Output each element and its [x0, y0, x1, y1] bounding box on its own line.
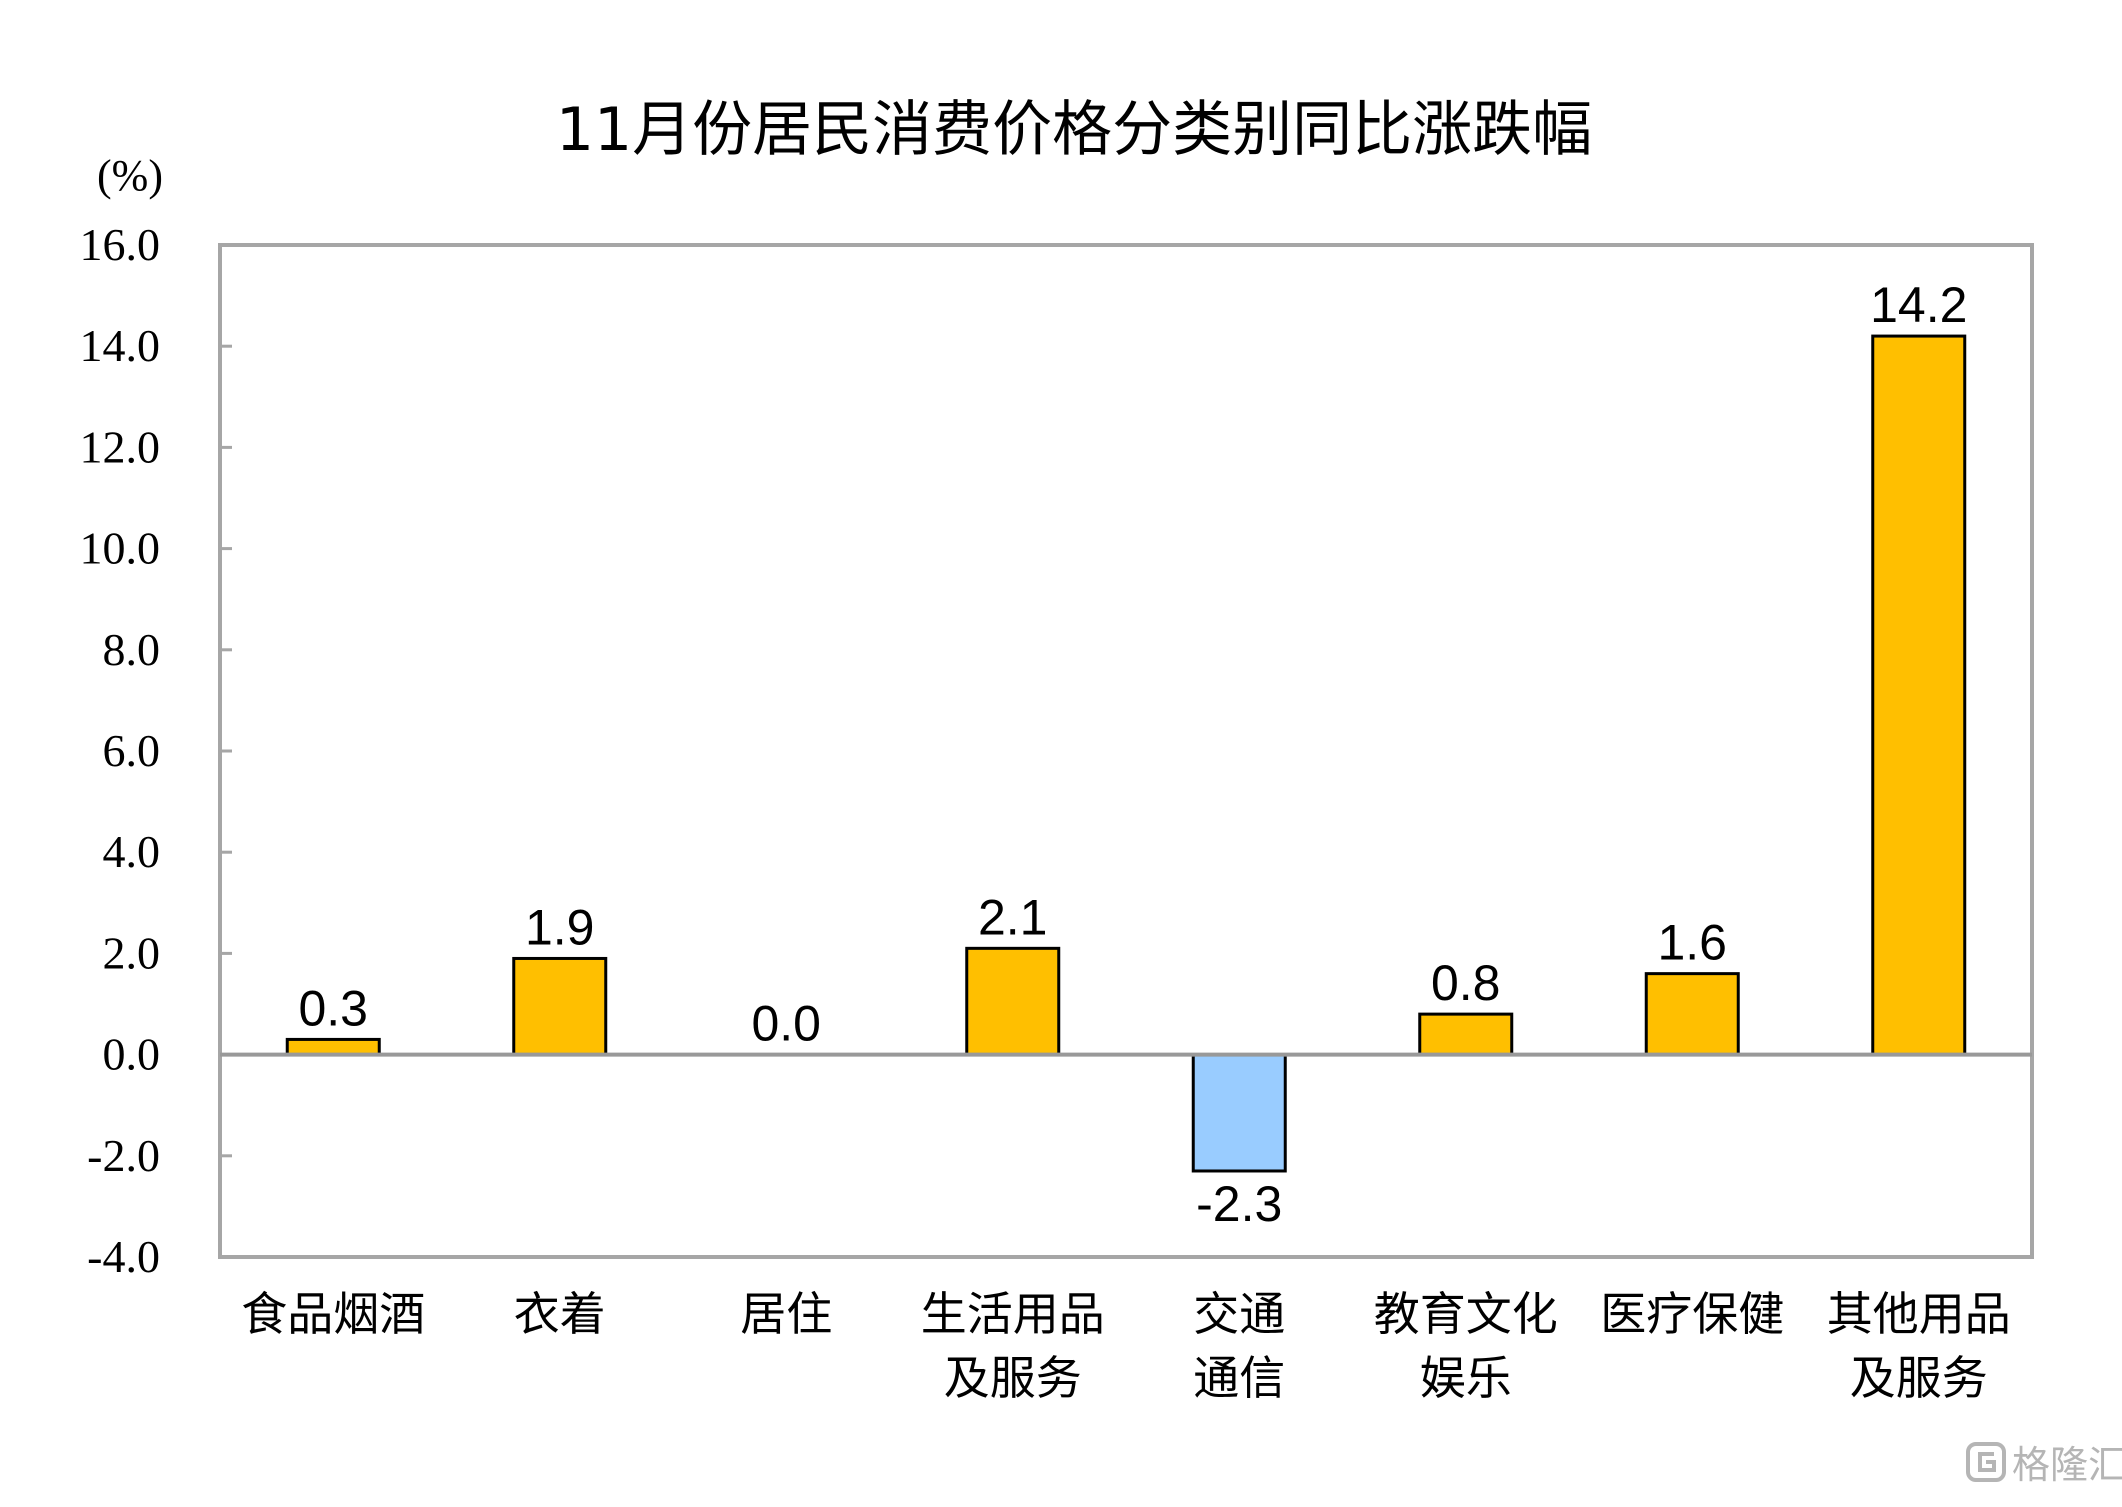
- x-category-label: 居住: [740, 1287, 832, 1341]
- x-category-label: 通信: [1193, 1351, 1285, 1405]
- data-label: 0.8: [1431, 955, 1501, 1011]
- y-tick-label: 2.0: [103, 927, 161, 978]
- y-tick-label: 12.0: [80, 421, 161, 472]
- y-tick-label: 8.0: [103, 624, 161, 675]
- bar: [1191, 1053, 1287, 1173]
- data-label: 1.9: [525, 899, 595, 955]
- bar: [285, 1037, 381, 1057]
- y-tick-label: 10.0: [80, 523, 161, 574]
- data-label: 0.0: [751, 996, 821, 1052]
- data-label: 1.6: [1657, 915, 1727, 971]
- y-tick-label: 14.0: [80, 320, 161, 371]
- y-tick-label: 0.0: [103, 1029, 161, 1080]
- y-tick-label: 4.0: [103, 826, 161, 877]
- gelonghui-logo-icon: [1966, 1442, 2006, 1482]
- x-category-label: 食品烟酒: [241, 1287, 425, 1341]
- bar: [1871, 334, 1967, 1057]
- plot-area-frame: [218, 243, 2034, 1259]
- x-category-label: 娱乐: [1420, 1351, 1512, 1405]
- x-category-label: 其他用品: [1827, 1287, 2011, 1341]
- data-labels: 0.3 1.9 0.0 2.1 -2.3 0.8 1.6 14.2: [298, 277, 1967, 1232]
- x-category-label: 生活用品: [921, 1287, 1105, 1341]
- bar: [1644, 972, 1740, 1057]
- x-category-label: 及服务: [944, 1351, 1082, 1405]
- y-tick-label: -4.0: [87, 1231, 160, 1282]
- bar: [512, 956, 608, 1057]
- x-category-label: 衣着: [514, 1287, 606, 1341]
- y-tick-label: -2.0: [87, 1130, 160, 1181]
- data-label: 14.2: [1870, 277, 1967, 333]
- x-category-label: 医疗保健: [1600, 1287, 1784, 1341]
- chart-title: 11月份居民消费价格分类别同比涨跌幅: [556, 95, 1592, 165]
- gelonghui-logo-icon-mark: [1978, 1452, 1996, 1472]
- watermark: 格隆汇: [1966, 1442, 2122, 1487]
- y-axis: 16.0 14.0 12.0 10.0 8.0 6.0 4.0 2.0 0.0 -2.0 -4.0: [80, 219, 232, 1282]
- bar: [1418, 1012, 1514, 1057]
- data-label: -2.3: [1196, 1176, 1282, 1232]
- y-axis-unit-label: (%): [97, 151, 163, 200]
- bars: [285, 334, 1967, 1173]
- bar: [965, 946, 1061, 1057]
- x-category-label: 及服务: [1850, 1351, 1988, 1405]
- y-tick-label: 16.0: [80, 219, 161, 270]
- x-category-label: 交通: [1193, 1287, 1285, 1341]
- data-label: 2.1: [978, 889, 1048, 945]
- data-label: 0.3: [298, 980, 368, 1036]
- x-category-label: 教育文化: [1374, 1287, 1558, 1341]
- y-tick-label: 6.0: [103, 725, 161, 776]
- watermark-text: 格隆汇: [2012, 1443, 2122, 1487]
